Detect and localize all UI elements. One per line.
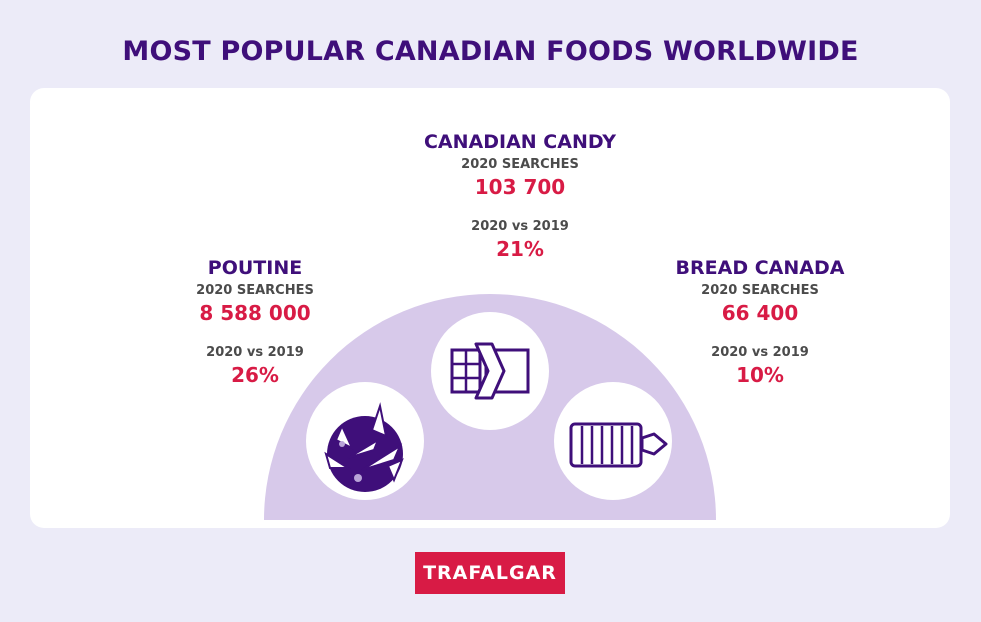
page-title: MOST POPULAR CANADIAN FOODS WORLDWIDE	[122, 36, 859, 67]
semicircle-graphic	[264, 294, 716, 520]
candy-searches-label: 2020 SEARCHES	[461, 157, 579, 172]
poutine-searches-label: 2020 SEARCHES	[196, 283, 314, 298]
poutine-name: POUTINE	[207, 257, 303, 279]
bread-searches-value: 66 400	[721, 301, 799, 325]
candy-stats: CANADIAN CANDY 2020 SEARCHES 103 700 202…	[412, 128, 628, 262]
bread-searches-label: 2020 SEARCHES	[701, 283, 819, 298]
bread-name: BREAD CANADA	[675, 257, 845, 279]
poutine-change-value: 26%	[231, 363, 279, 387]
content-panel: POUTINE 2020 SEARCHES 8 588 000 2020 vs …	[30, 88, 950, 528]
bread-compare-label: 2020 vs 2019	[711, 345, 809, 360]
poutine-stats: POUTINE 2020 SEARCHES 8 588 000 2020 vs …	[150, 254, 360, 388]
poutine-icon	[306, 382, 424, 500]
candy-change-value: 21%	[496, 237, 544, 261]
bread-stats: BREAD CANADA 2020 SEARCHES 66 400 2020 v…	[650, 254, 870, 388]
candy-searches-value: 103 700	[474, 175, 566, 199]
trafalgar-logo: TRAFALGAR	[415, 552, 565, 594]
poutine-compare-label: 2020 vs 2019	[206, 345, 304, 360]
poutine-searches-value: 8 588 000	[199, 301, 311, 325]
bread-loaf-icon	[554, 382, 672, 500]
candy-compare-label: 2020 vs 2019	[471, 219, 569, 234]
candy-name: CANADIAN CANDY	[423, 131, 616, 153]
candy-bar-icon	[431, 312, 549, 430]
bread-change-value: 10%	[736, 363, 784, 387]
